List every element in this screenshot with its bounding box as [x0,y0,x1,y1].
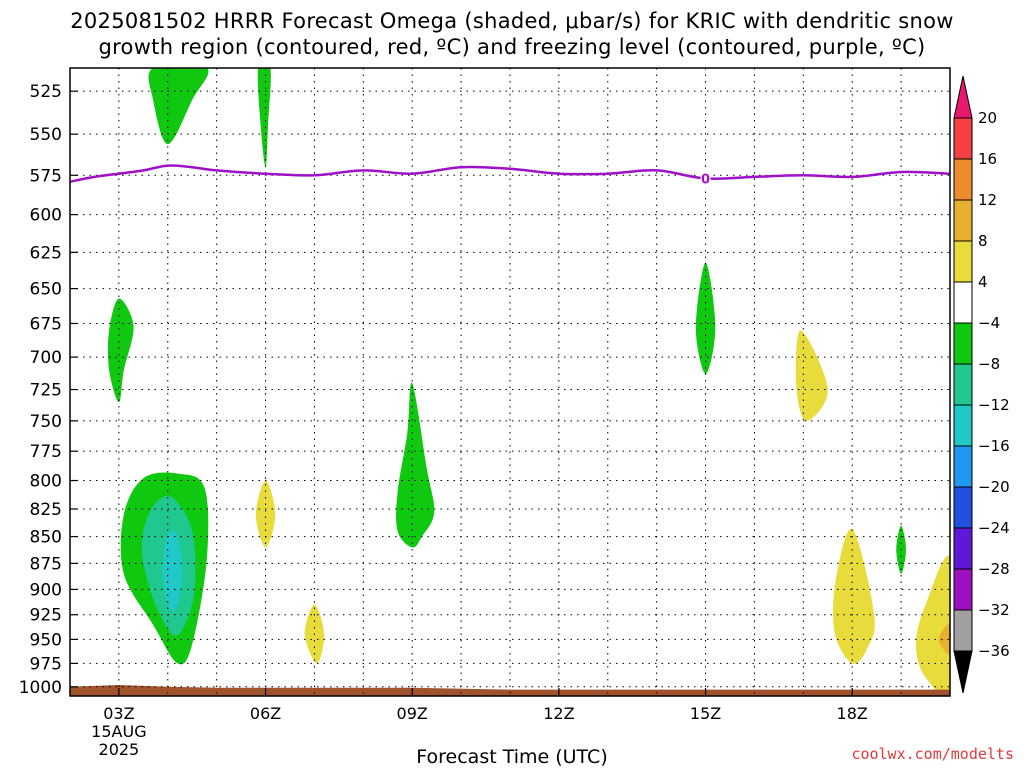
ytick-label-875: 875 [30,554,62,574]
colorbar-arrow-bottom [953,650,973,694]
surface-terrain-band [70,685,950,696]
colorbar-tick-3: 8 [978,232,988,250]
ytick-label-800: 800 [30,472,62,492]
ytick-label-675: 675 [30,314,62,334]
watermark-link[interactable]: coolwx.com/modelts [851,745,1014,763]
omega-region-ascent-06z-upper [257,68,271,168]
colorbar-arrow-top [953,75,973,119]
colorbar-tick-2: 12 [978,191,997,209]
colorbar-tick-6: −8 [978,355,1000,373]
freezing-level-layer: 0 [70,164,950,187]
colorbar-bin-3 [953,199,973,242]
omega-region-ascent-03z-upper [148,68,209,145]
ytick-label-750: 750 [30,412,62,432]
colorbar-tick-4: 4 [978,273,988,291]
ytick-label-975: 975 [30,654,62,674]
ytick-label-950: 950 [30,630,62,650]
ytick-label-625: 625 [30,243,62,263]
ytick-label-650: 650 [30,280,62,300]
omega-region-ascent-15z [695,262,716,375]
ytick-label-725: 725 [30,381,62,401]
colorbar-tick-9: −20 [978,478,1010,496]
colorbar-bin-2 [953,158,973,201]
colorbar-bin-9 [953,445,973,488]
ytick-label-700: 700 [30,348,62,368]
ytick-label-600: 600 [30,206,62,226]
chart-title-line-2: growth region (contoured, red, ºC) and f… [98,35,926,59]
xtick-label-06Z: 06Z [250,704,281,723]
colorbar-bin-1 [953,117,973,160]
colorbar-bin-6 [953,322,973,365]
xtick-sublabel-15AUG: 15AUG [91,722,146,741]
colorbar-tick-5: −4 [978,314,1000,332]
omega-region-descent-20z-core [939,624,950,655]
ytick-label-850: 850 [30,528,62,548]
omega-region-descent-17z [795,330,828,421]
colorbar-tick-13: −36 [978,642,1010,660]
colorbar-tick-1: 16 [978,150,997,168]
colorbar-tick-8: −16 [978,437,1010,455]
axes-layer: 525 550 575 600 625 650 675 700 725 750 775 800 825 8… [19,82,868,759]
colorbar-bin-8 [953,404,973,447]
colorbar-tick-11: −28 [978,560,1010,578]
colorbar-bin-5 [953,281,973,324]
colorbar-bin-11 [953,527,973,570]
colorbar-tick-10: −24 [978,519,1010,537]
colorbar-bin-10 [953,486,973,529]
xtick-label-12Z: 12Z [543,704,574,723]
ytick-label-525: 525 [30,82,62,102]
omega-region-descent-18z [833,528,875,664]
xtick-sublabel-2025: 2025 [99,740,140,759]
colorbar-bin-4 [953,240,973,283]
ytick-label-925: 925 [30,606,62,626]
ytick-label-900: 900 [30,580,62,600]
x-axis-label: Forecast Time (UTC) [416,746,608,768]
omega-region-ascent-03z-mid [107,298,134,403]
ytick-label-825: 825 [30,500,62,520]
omega-region-descent-06z [255,480,276,548]
freezing-level-line [70,164,950,183]
freezing-level-label-bg [700,170,711,187]
omega-shading-layer [70,68,950,696]
omega-region-descent-20z [915,555,950,695]
xtick-label-18Z: 18Z [837,704,868,723]
ytick-label-550: 550 [30,125,62,145]
colorbar-tick-12: −32 [978,601,1010,619]
colorbar: 20 16 12 8 4 −4 −8 −12 −16 −20 −24 −28 −32 −36 [953,75,1010,694]
xtick-label-15Z: 15Z [690,704,721,723]
omega-region-ascent-09z [396,382,435,548]
colorbar-bin-12 [953,568,973,611]
ytick-label-575: 575 [30,166,62,186]
plot-frame [69,67,951,697]
colorbar-tick-0: 20 [978,109,997,127]
chart-title-line-1: 2025081502 HRRR Forecast Omega (shaded, … [70,9,954,33]
ytick-label-775: 775 [30,442,62,462]
xtick-label-03Z: 03Z [103,704,134,723]
xtick-label-09Z: 09Z [397,704,428,723]
colorbar-tick-7: −12 [978,396,1010,414]
colorbar-bin-7 [953,363,973,406]
freezing-level-label: 0 [701,172,710,187]
colorbar-bin-13 [953,609,973,652]
ytick-label-1000: 1000 [19,678,62,698]
